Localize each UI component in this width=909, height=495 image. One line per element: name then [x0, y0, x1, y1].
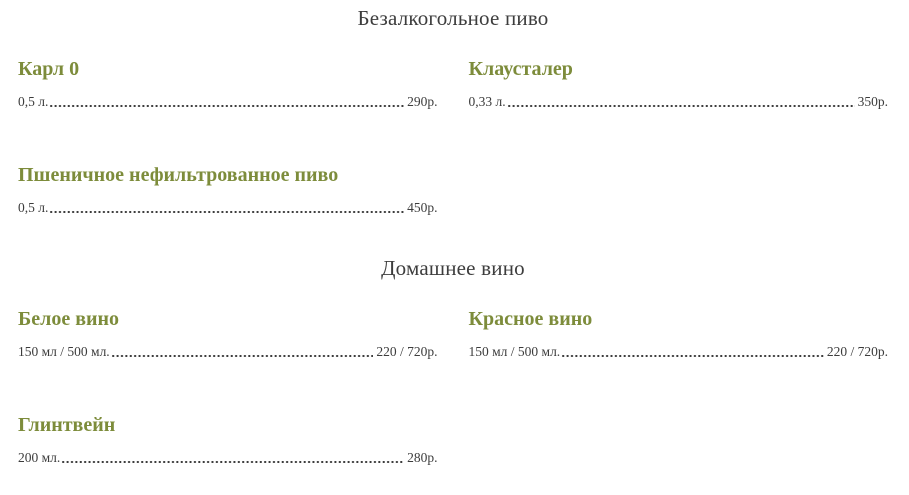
item-price: 280р. — [407, 449, 438, 465]
menu-item-clausthaler: Клаусталер 0,33 л. 350р. — [469, 58, 889, 111]
menu-item-white-wine: Белое вино 150 мл / 500 мл. 220 / 720р. — [18, 308, 438, 361]
section-title-wine: Домашнее вино — [381, 255, 525, 280]
dotted-leader — [110, 353, 374, 358]
item-name: Белое вино — [18, 307, 120, 330]
section-nonalcoholic-beer: Безалкогольное пиво Карл 0 0,5 л. 290р. … — [18, 6, 888, 217]
item-name: Карл 0 — [18, 58, 80, 80]
price-line: 150 мл / 500 мл. 220 / 720р. — [18, 344, 438, 361]
menu-item-mulled-wine: Глинтвейн 200 мл. 280р. — [18, 414, 438, 467]
dotted-leader — [506, 103, 855, 108]
item-price: 290р. — [407, 94, 438, 109]
dotted-leader — [49, 103, 405, 108]
item-size: 150 мл / 500 мл. — [468, 343, 561, 359]
item-size: 150 мл / 500 мл. — [18, 343, 110, 359]
menu-item-red-wine: Красное вино 150 мл / 500 мл. 220 / 720р… — [469, 308, 889, 361]
section-homemade-wine: Домашнее вино Белое вино 150 мл / 500 мл… — [18, 256, 888, 467]
item-price: 220 / 720р. — [376, 343, 438, 359]
item-name: Пшеничное нефильтрованное пиво — [18, 163, 339, 186]
price-line: 0,5 л. 450р. — [18, 200, 438, 217]
section-title-beer: Безалкогольное пиво — [357, 6, 549, 30]
item-price: 220 / 720р. — [826, 343, 888, 359]
dotted-leader — [61, 459, 405, 464]
item-name: Глинтвейн — [18, 413, 116, 436]
item-price: 350р. — [857, 94, 888, 109]
price-line: 0,5 л. 290р. — [18, 94, 438, 111]
price-line: 150 мл / 500 мл. 220 / 720р. — [469, 344, 889, 361]
wine-items-grid: Белое вино 150 мл / 500 мл. 220 / 720р. … — [18, 308, 888, 467]
price-line: 0,33 л. 350р. — [469, 94, 889, 111]
price-line: 200 мл. 280р. — [18, 450, 438, 467]
menu-page: Безалкогольное пиво Карл 0 0,5 л. 290р. … — [18, 6, 888, 467]
item-size: 0,5 л. — [18, 94, 49, 109]
dotted-leader — [49, 209, 405, 214]
item-size: 0,33 л. — [468, 94, 506, 109]
item-price: 450р. — [407, 199, 438, 215]
dotted-leader — [561, 353, 824, 358]
beer-items-grid: Карл 0 0,5 л. 290р. Клаусталер 0,33 л. 3… — [18, 58, 888, 217]
item-size: 200 мл. — [18, 449, 61, 465]
menu-item-karl-0: Карл 0 0,5 л. 290р. — [18, 58, 438, 111]
item-name: Красное вино — [468, 307, 593, 330]
menu-item-wheat-unfiltered-beer: Пшеничное нефильтрованное пиво 0,5 л. 45… — [18, 164, 438, 217]
item-size: 0,5 л. — [18, 199, 49, 215]
item-name: Клаусталер — [468, 58, 573, 80]
